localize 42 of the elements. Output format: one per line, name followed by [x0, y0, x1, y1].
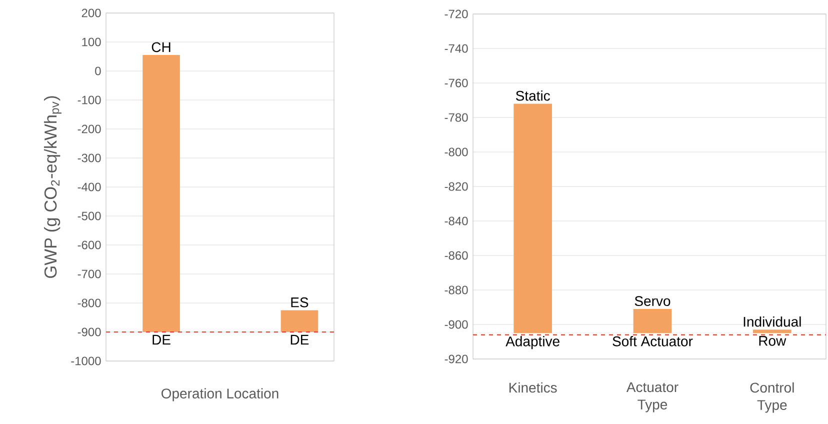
data-label: CH [152, 42, 170, 52]
y-tick-label: -780 [444, 113, 468, 122]
y-tick-label: -840 [444, 216, 468, 226]
y-tick-label: -200 [78, 124, 101, 134]
data-label: Individual [744, 316, 801, 327]
x-tick-label: Actuator Type [626, 382, 678, 412]
bar [633, 308, 672, 334]
annotation: Soft Actuator [612, 336, 693, 346]
y-tick-label: -920 [444, 354, 468, 364]
y-tick-label: -740 [444, 44, 468, 53]
y-tick-label: -600 [78, 240, 101, 250]
y-tick-label: 100 [82, 38, 101, 46]
y-tick-label: -820 [444, 182, 468, 191]
y-tick-label: 200 [82, 8, 101, 18]
annotation: DE [290, 334, 309, 345]
y-tick-label: -800 [78, 298, 101, 308]
annotation: DE [152, 334, 170, 345]
bar [753, 330, 792, 334]
y-tick-label: -900 [78, 328, 101, 336]
x-axis-title: Operation Location [162, 388, 278, 402]
y-tick-label: -1000 [71, 356, 101, 366]
y-tick-label: 0 [95, 66, 101, 76]
y-tick-label: -400 [78, 182, 101, 192]
y-tick-label: -720 [444, 10, 468, 18]
y-tick-label: -760 [444, 78, 468, 88]
y-tick-label: -860 [444, 251, 468, 260]
annotation: Adaptive [506, 336, 560, 350]
data-label: ES [291, 297, 308, 308]
y-axis-title: GWP (g CO$_{2}$-eq/kWh$_{pv}$) [44, 96, 62, 278]
data-label: Servo [634, 296, 670, 306]
y-tick-label: -900 [444, 320, 468, 329]
y-tick-label: -800 [444, 148, 468, 156]
y-tick-label: -700 [78, 270, 101, 278]
y-tick-label: -880 [444, 286, 468, 294]
y-tick-label: -500 [78, 212, 101, 220]
bar [514, 104, 552, 334]
annotation: Row [759, 336, 786, 346]
x-tick-label: Control Type [750, 382, 794, 413]
y-tick-label: -300 [78, 154, 101, 162]
y-tick-label: -100 [78, 96, 101, 104]
data-label: Static [516, 90, 550, 101]
x-tick-label: Kinetics [509, 382, 557, 393]
